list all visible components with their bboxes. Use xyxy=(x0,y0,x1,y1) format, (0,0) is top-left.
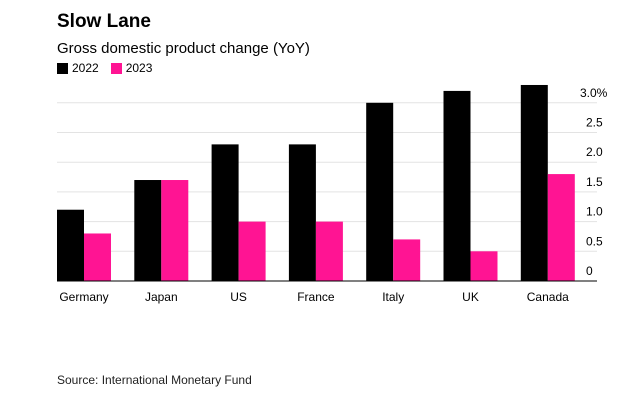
y-tick-label: 0.5 xyxy=(586,234,603,248)
legend-label-2023: 2023 xyxy=(125,61,153,75)
bar-2022-canada xyxy=(520,84,548,281)
y-tick-label: 2.0 xyxy=(586,145,603,159)
bar-2023-france xyxy=(315,221,343,281)
bar-2022-france xyxy=(288,144,316,281)
x-tick-label: Canada xyxy=(527,290,569,304)
x-tick-label: UK xyxy=(462,290,479,304)
x-tick-label: US xyxy=(230,290,247,304)
y-tick-label: 0 xyxy=(586,264,593,278)
chart-subtitle: Gross domestic product change (YoY) xyxy=(57,40,310,57)
bar-2023-uk xyxy=(470,251,498,281)
legend-item-2023: 2023 xyxy=(110,61,153,75)
x-tick-label: Germany xyxy=(59,290,108,304)
legend-swatch-2022 xyxy=(57,62,68,74)
bar-2022-us xyxy=(211,144,239,281)
y-tick-label: 3.0% xyxy=(580,86,608,100)
x-tick-label: France xyxy=(297,290,335,304)
bar-2023-canada xyxy=(547,174,575,281)
legend-swatch-2023 xyxy=(110,62,122,74)
x-tick-label: Japan xyxy=(145,290,178,304)
bar-2023-japan xyxy=(161,180,189,281)
y-tick-label: 2.5 xyxy=(586,116,603,130)
bar-2022-japan xyxy=(134,180,162,281)
legend-item-2022: 2022 xyxy=(57,61,99,75)
bar-2023-germany xyxy=(84,233,111,281)
x-tick-label: Italy xyxy=(382,290,404,304)
chart-title: Slow Lane xyxy=(57,11,151,32)
y-tick-label: 1.5 xyxy=(586,175,603,189)
bar-2022-italy xyxy=(366,102,394,281)
source-note: Source: International Monetary Fund xyxy=(57,373,252,387)
bar-2022-germany xyxy=(57,209,84,281)
y-tick-label: 1.0 xyxy=(586,205,603,219)
legend: 2022 2023 xyxy=(57,61,164,75)
bar-2023-us xyxy=(238,221,266,281)
legend-label-2022: 2022 xyxy=(72,61,99,75)
bar-2023-italy xyxy=(393,239,421,281)
bar-2022-uk xyxy=(443,90,471,281)
